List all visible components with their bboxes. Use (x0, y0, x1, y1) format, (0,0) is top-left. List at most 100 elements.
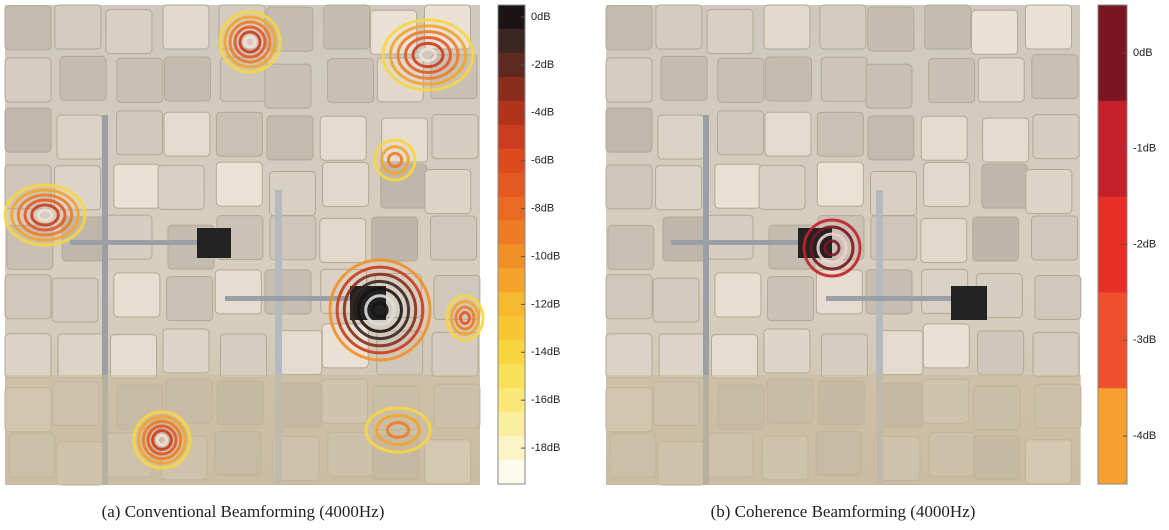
foam-block (759, 165, 805, 209)
foam-block (653, 278, 699, 322)
colorbar-segment (498, 364, 525, 388)
foam-block (983, 118, 1029, 162)
colorbar-segment (1098, 292, 1127, 388)
rod (225, 296, 355, 301)
foam-block (164, 112, 210, 156)
colorbar-segment (498, 460, 525, 484)
foam-block (52, 278, 98, 322)
colorbar-label: -6dB (531, 155, 554, 167)
foam-block (1032, 55, 1078, 99)
foam-block (972, 10, 1018, 54)
foam-block (718, 58, 764, 102)
foam-block (656, 5, 702, 49)
foam-block (5, 6, 51, 50)
foam-block (768, 277, 814, 321)
colorbar-segment (498, 149, 525, 173)
foam-block (265, 270, 311, 314)
foam-block (5, 334, 51, 378)
photo (606, 5, 1081, 485)
foam-block (165, 57, 211, 101)
colorbar-segment (498, 436, 525, 460)
foam-block (55, 5, 101, 49)
foam-block (765, 112, 811, 156)
foam-block (663, 217, 709, 261)
foam-block (158, 165, 204, 209)
foam-block (656, 166, 702, 210)
foam-block (764, 329, 810, 373)
foam-block (715, 273, 761, 317)
colorbar-label: -16dB (531, 394, 560, 406)
foam-block (1031, 216, 1077, 260)
foam-block (661, 56, 707, 100)
foam-block (973, 217, 1019, 261)
foam-block (606, 58, 652, 102)
foam-block (923, 324, 969, 368)
caption: (b) Coherence Beamforming (4000Hz) (711, 502, 976, 521)
colorbar-segment (498, 5, 525, 29)
colorbar-segment (498, 53, 525, 77)
foam-block (57, 115, 103, 159)
colorbar-segment (498, 221, 525, 245)
foam-block (5, 108, 51, 152)
colorbar-segment (498, 316, 525, 340)
foam-block (921, 219, 967, 263)
foam-block (276, 331, 322, 375)
colorbar-label: -4dB (531, 107, 554, 119)
foam-block (868, 116, 914, 160)
foam-block (1026, 169, 1072, 213)
foam-block (163, 5, 209, 49)
photo (5, 5, 480, 485)
colorbar-label: 0dB (531, 11, 551, 23)
colorbar-segment (498, 125, 525, 149)
foam-block (167, 277, 213, 321)
foam-block (372, 217, 418, 261)
foam-block (220, 334, 266, 378)
foam-block (866, 64, 912, 108)
colorbar-segment (498, 77, 525, 101)
foam-block (766, 57, 812, 101)
colorbar-label: -1dB (1133, 143, 1156, 155)
colorbar-label: -12dB (531, 298, 560, 310)
foam-block (924, 163, 970, 207)
foam-block (707, 215, 753, 259)
foam-block (60, 56, 106, 100)
foam-block (430, 216, 476, 260)
foam-block (432, 115, 478, 159)
rod (826, 296, 956, 301)
foam-block (267, 116, 313, 160)
foam-block (821, 334, 867, 378)
foam-block (117, 58, 163, 102)
colorbar-segment (498, 388, 525, 412)
speaker (951, 286, 987, 320)
colorbar-label: -14dB (531, 346, 560, 358)
colorbar-segment (498, 101, 525, 125)
foam-block (717, 111, 763, 155)
colorbar-segment (1098, 5, 1127, 101)
foam-block (921, 116, 967, 160)
colorbar-segment (498, 292, 525, 316)
foam-block (425, 169, 471, 213)
foam-block (5, 58, 51, 102)
colorbar-segment (1098, 388, 1127, 484)
foam-block (1033, 115, 1079, 159)
foam-block (1035, 275, 1081, 319)
colorbar-segment (498, 173, 525, 197)
foam-block (606, 165, 652, 209)
foam-block (116, 111, 162, 155)
colorbar-label: -3dB (1133, 334, 1156, 346)
foam-block (982, 164, 1028, 208)
foam-block (216, 162, 262, 206)
base (606, 375, 1081, 485)
colorbar-label: -10dB (531, 250, 560, 262)
foam-block (5, 275, 51, 319)
speaker (197, 228, 231, 258)
foam-block (163, 329, 209, 373)
foam-block (707, 10, 753, 54)
foam-block (606, 6, 652, 50)
foam-block (608, 225, 654, 269)
foam-block (712, 335, 758, 379)
colorbar-label: -18dB (531, 442, 560, 454)
colorbar-segment (498, 268, 525, 292)
foam-block (820, 5, 866, 49)
foam-block (606, 334, 652, 378)
